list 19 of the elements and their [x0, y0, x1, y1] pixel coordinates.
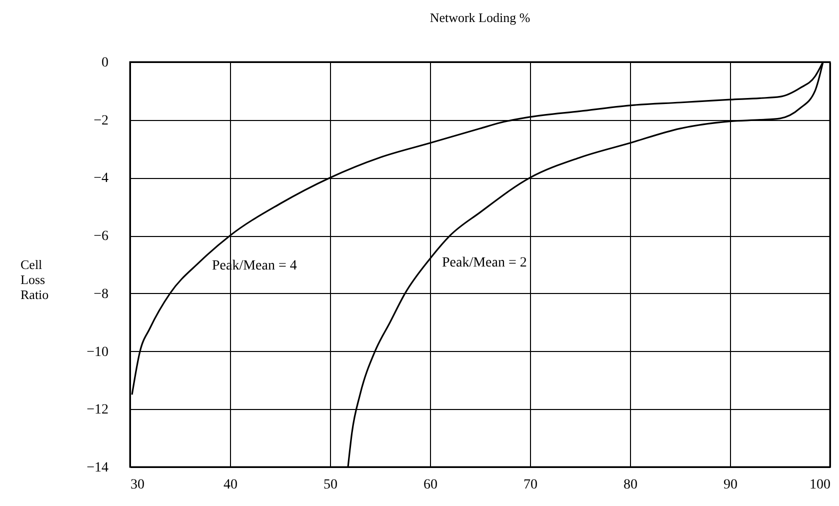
y-tick-label: −4 — [94, 171, 108, 186]
y-axis-title: Cell Loss Ratio — [20, 257, 49, 302]
x-tick-label: 70 — [524, 478, 538, 492]
x-tick-label: 100 — [810, 478, 830, 492]
y-tick-label: 0 — [102, 56, 108, 70]
series-label: Peak/Mean = 2 — [442, 256, 527, 271]
y-tick-label: −14 — [86, 460, 108, 476]
y-tick-label: −12 — [86, 402, 108, 418]
chart-title: Network Loding % — [430, 10, 530, 25]
x-tick-label: 30 — [130, 478, 144, 492]
x-tick-label: 90 — [724, 478, 738, 492]
y-tick-label: −2 — [94, 113, 108, 128]
x-tick-label: 40 — [224, 478, 238, 492]
x-tick-label: 50 — [324, 478, 338, 492]
y-tick-label: −6 — [94, 229, 108, 244]
y-tick-label: −8 — [94, 286, 108, 302]
x-tick-label: 60 — [424, 478, 438, 492]
x-tick-label: 80 — [624, 478, 638, 492]
y-tick-label: −10 — [86, 344, 108, 360]
